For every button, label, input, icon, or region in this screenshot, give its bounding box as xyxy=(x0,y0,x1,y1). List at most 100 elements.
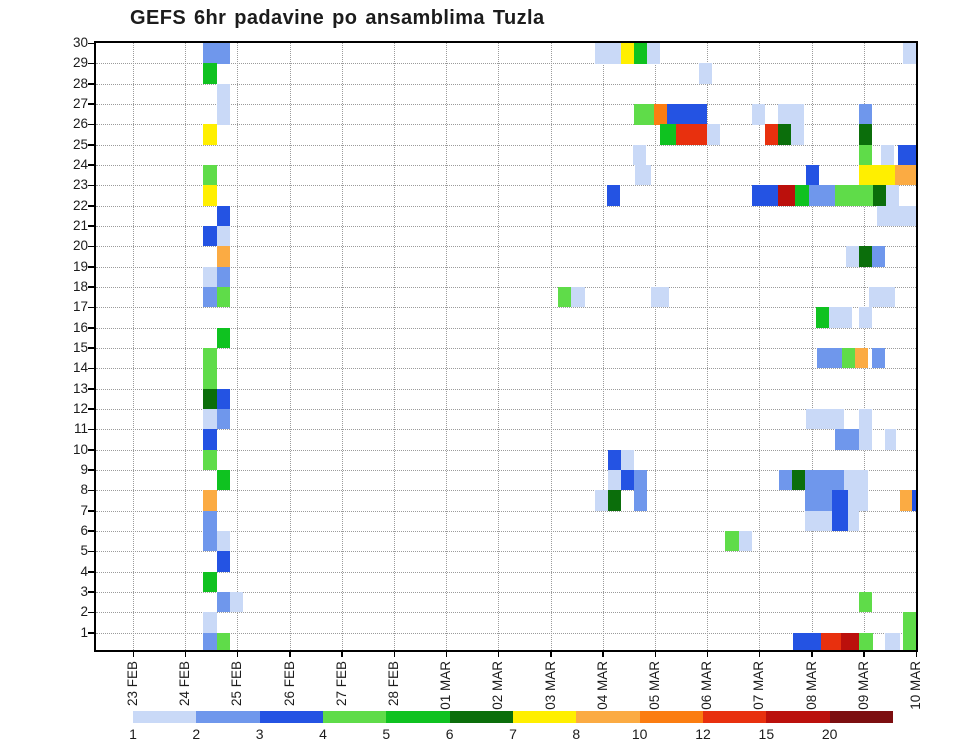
member-gridline xyxy=(96,225,916,227)
x-axis-label: 24 FEB xyxy=(177,661,193,707)
heatmap-cell xyxy=(635,164,652,186)
heatmap-cell xyxy=(216,205,230,227)
y-axis-label: 12 xyxy=(72,400,88,416)
heatmap-cell xyxy=(764,124,778,145)
x-axis-label: 04 MAR xyxy=(594,661,610,710)
member-gridline xyxy=(96,205,916,207)
y-axis-tick xyxy=(88,571,94,573)
heatmap-cell xyxy=(216,266,230,288)
y-axis-label: 9 xyxy=(80,461,88,477)
heatmap-cell xyxy=(835,429,862,450)
x-axis-tick xyxy=(758,650,761,657)
y-axis-label: 7 xyxy=(80,502,88,518)
heatmap-cell xyxy=(828,307,853,328)
member-gridline xyxy=(96,449,916,451)
y-axis-tick xyxy=(88,266,94,268)
member-gridline xyxy=(96,144,916,146)
x-axis-tick xyxy=(236,650,239,657)
heatmap-cell xyxy=(203,490,217,511)
colorbar-segment xyxy=(766,711,830,723)
heatmap-cell xyxy=(216,591,230,613)
member-gridline xyxy=(96,510,916,512)
heatmap-cell xyxy=(858,124,872,145)
heatmap-cell xyxy=(806,164,820,186)
heatmap-cell xyxy=(216,225,230,247)
heatmap-cell xyxy=(902,43,916,64)
x-axis-label: 10 MAR xyxy=(908,661,923,710)
colorbar-segment xyxy=(512,711,577,723)
heatmap-cell xyxy=(653,103,667,125)
heatmap-cell xyxy=(558,286,572,308)
y-axis-label: 10 xyxy=(72,441,88,457)
colorbar-label: 20 xyxy=(821,726,838,742)
member-gridline xyxy=(96,307,916,309)
heatmap-cell xyxy=(790,124,804,145)
y-axis-label: 24 xyxy=(72,156,88,172)
x-axis-label: 28 FEB xyxy=(386,661,401,707)
heatmap-cell xyxy=(216,286,230,308)
y-axis-tick xyxy=(88,62,94,65)
x-axis-tick xyxy=(706,650,709,657)
heatmap-cell xyxy=(902,632,916,650)
y-axis-tick xyxy=(88,489,94,492)
day-gridline xyxy=(185,43,187,650)
colorbar-label: 6 xyxy=(445,726,454,742)
heatmap-cell xyxy=(912,490,916,511)
x-axis-tick xyxy=(497,650,500,657)
heatmap-cell xyxy=(751,185,778,206)
x-axis-tick xyxy=(915,650,917,657)
heatmap-cell xyxy=(608,490,622,511)
heatmap-cell xyxy=(832,490,849,511)
member-gridline xyxy=(96,530,916,532)
heatmap-cell xyxy=(858,408,872,430)
member-gridline xyxy=(96,469,916,471)
x-axis-tick xyxy=(550,650,552,657)
member-gridline xyxy=(96,266,916,268)
y-axis-label: 26 xyxy=(72,116,88,132)
member-gridline xyxy=(96,124,916,126)
day-gridline xyxy=(811,43,813,650)
heatmap-cell xyxy=(805,510,833,532)
member-gridline xyxy=(96,368,916,370)
heatmap-cell xyxy=(858,307,872,328)
y-axis-tick xyxy=(88,42,94,44)
heatmap-cell xyxy=(634,43,648,64)
heatmap-cell xyxy=(216,246,230,267)
heatmap-cell xyxy=(699,63,713,84)
y-axis-label: 21 xyxy=(72,217,88,233)
y-axis-label: 1 xyxy=(80,624,88,640)
heatmap-cell xyxy=(793,632,821,650)
y-axis-label: 16 xyxy=(72,319,88,335)
member-gridline xyxy=(96,551,916,553)
heatmap-cell xyxy=(203,612,217,633)
y-axis-label: 3 xyxy=(80,583,88,599)
x-axis-label: 09 MAR xyxy=(855,661,871,710)
heatmap-cell xyxy=(707,124,721,145)
member-gridline xyxy=(96,591,916,593)
heatmap-cell xyxy=(203,429,217,450)
y-axis-tick xyxy=(88,245,94,248)
y-axis-label: 15 xyxy=(72,339,88,355)
heatmap-cell xyxy=(858,164,896,186)
heatmap-cell xyxy=(608,469,622,491)
y-axis-tick xyxy=(88,327,94,329)
colorbar-segment xyxy=(449,711,513,723)
member-gridline xyxy=(96,63,916,65)
y-axis-tick xyxy=(88,550,94,553)
member-gridline xyxy=(96,612,916,614)
heatmap-cell xyxy=(594,490,609,511)
colorbar-segment xyxy=(133,711,197,723)
heatmap-cell xyxy=(897,144,916,166)
colorbar-label: 7 xyxy=(509,726,517,742)
member-gridline xyxy=(96,388,916,390)
colorbar-label: 15 xyxy=(758,726,775,742)
member-gridline xyxy=(96,164,916,166)
heatmap-cell xyxy=(634,490,648,511)
heatmap-cell xyxy=(845,246,859,267)
y-axis-tick xyxy=(88,225,94,227)
heatmap-cell xyxy=(606,185,620,206)
heatmap-cell xyxy=(858,632,873,650)
y-axis-label: 25 xyxy=(72,136,88,152)
day-gridline xyxy=(759,43,761,650)
